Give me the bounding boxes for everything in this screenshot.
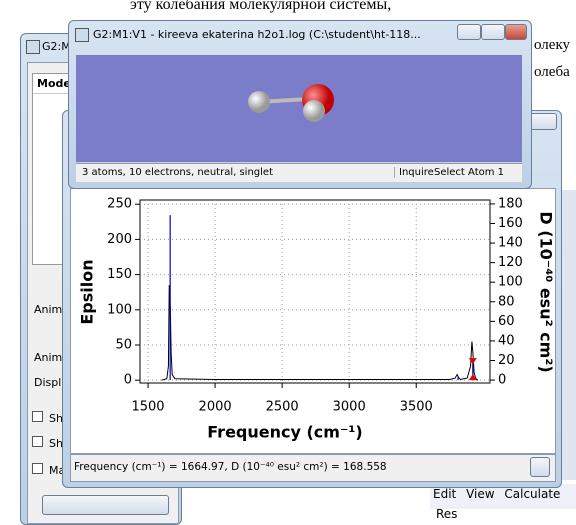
x-tick-label: 2000 [199,400,232,415]
close-button[interactable] [505,24,527,40]
x-tick-label: 2500 [266,400,299,415]
status-text: 3 atoms, 10 electrons, neutral, singlet [82,167,273,178]
minimize-button[interactable] [457,24,481,40]
window-title: G2:M1:V1 - kireeva ekaterina h2o1.log (C… [93,28,421,41]
y2-axis-title: D (10⁻⁴⁰ esu² cm²) [537,211,556,372]
y-tick-label: 100 [107,302,132,317]
status-bar: 3 atoms, 10 electrons, neutral, singlet … [76,163,522,182]
y2-tick-label: 120 [498,255,523,270]
atom [303,100,325,122]
x-tick-label: 3000 [333,400,366,415]
y2-tick-label: 60 [498,314,515,329]
y-tick-label: 0 [124,373,132,388]
x-axis-title: Frequency (cm⁻¹) [207,423,362,442]
y-axis-title: Epsilon [78,259,97,324]
viewer-window: G2:M1:V1 - kireeva ekaterina h2o1.log (C… [68,20,532,189]
atom [248,91,270,113]
viewport[interactable] [76,55,522,162]
maximize-button[interactable] [481,24,505,40]
y-tick-label: 250 [107,197,132,212]
y2-tick-label: 140 [498,236,523,251]
y2-tick-label: 0 [498,373,506,388]
molecule [76,55,522,162]
y2-tick-label: 100 [498,275,523,290]
y2-tick-label: 80 [498,294,515,309]
status-mode: Inquire [394,167,434,178]
y-tick-label: 200 [107,232,132,247]
y2-tick-label: 160 [498,216,523,231]
y2-tick-label: 40 [498,333,515,348]
y-tick-label: 50 [115,337,132,352]
y2-tick-label: 180 [498,196,523,211]
y2-tick-label: 20 [498,353,515,368]
x-tick-label: 3500 [400,400,433,415]
status-action: Select Atom 1 [434,167,504,178]
y-tick-label: 150 [107,267,132,282]
x-tick-label: 1500 [131,400,164,415]
page: эту колебания молекулярной системы, олек… [0,0,576,509]
window-icon [75,28,89,42]
plot-frame [140,200,490,383]
menu-item[interactable]: Res [436,507,457,521]
